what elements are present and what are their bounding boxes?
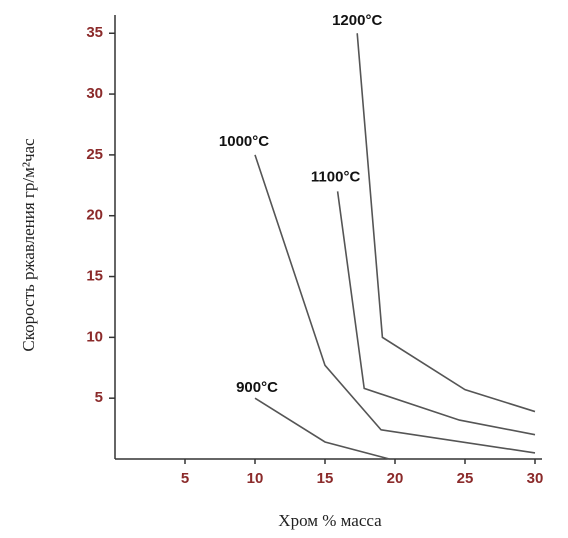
series-label: 1100°C <box>311 168 361 185</box>
y-tick-label: 20 <box>86 207 103 224</box>
x-tick-label: 5 <box>181 470 189 487</box>
series-label: 900°C <box>236 379 278 396</box>
series-line <box>336 191 536 436</box>
series-label: 1200°C <box>332 12 382 29</box>
series-line <box>254 397 390 460</box>
series-line <box>356 33 536 413</box>
y-tick-label: 35 <box>86 24 103 41</box>
y-tick-label: 15 <box>86 268 103 285</box>
y-tick-label: 10 <box>86 328 103 345</box>
x-tick-label: 25 <box>457 470 474 487</box>
x-tick-label: 20 <box>387 470 404 487</box>
x-tick-label: 30 <box>527 470 544 487</box>
series-line <box>254 154 536 454</box>
y-tick-label: 30 <box>86 85 103 102</box>
x-tick-label: 10 <box>247 470 264 487</box>
x-axis-title: Хром % масса <box>278 511 382 530</box>
y-tick-label: 25 <box>86 146 103 163</box>
y-tick-label: 5 <box>95 389 103 406</box>
y-axis-title: Скорость ржавления гр/м²час <box>19 138 38 352</box>
series-label: 1000°C <box>219 133 269 150</box>
x-tick-label: 15 <box>317 470 334 487</box>
